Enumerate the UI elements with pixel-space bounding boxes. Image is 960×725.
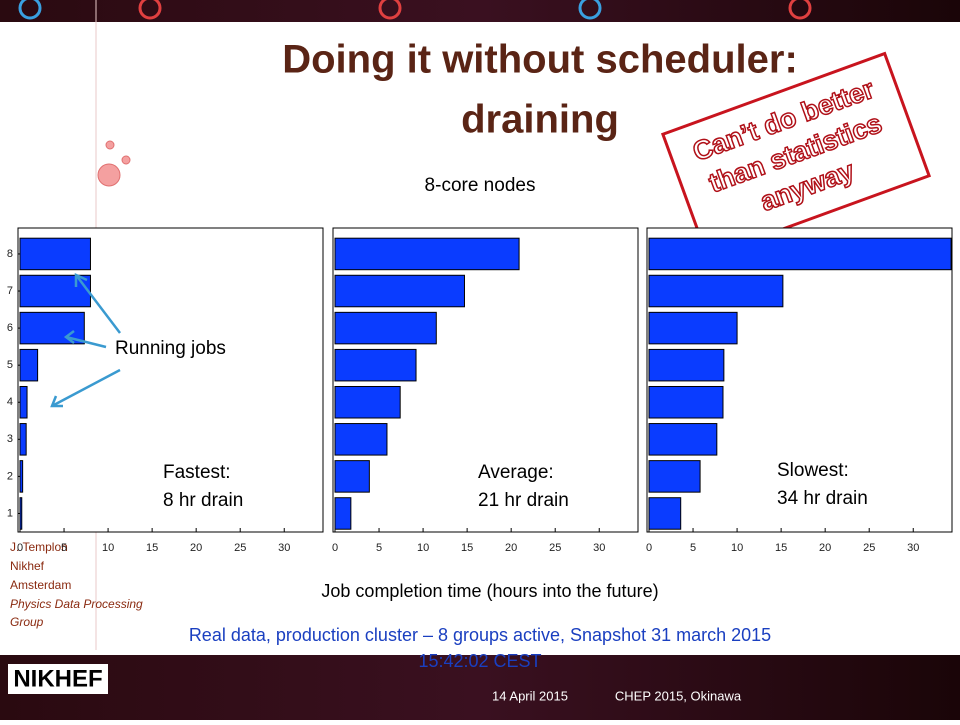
bar [19, 385, 28, 419]
y-tick-label: 4 [7, 396, 13, 408]
y-tick-label: 8 [7, 248, 13, 260]
caption: Real data, production cluster – 8 groups… [189, 625, 771, 645]
title: draining [461, 98, 619, 142]
stamp-frame [660, 51, 932, 259]
x-tick-label: 10 [417, 542, 429, 554]
bar [648, 237, 952, 271]
annotation: 21 hr drain [478, 490, 569, 511]
pointer-arrows [50, 273, 121, 408]
footer-event: CHEP 2015, Okinawa [615, 688, 742, 703]
x-tick-label: 20 [505, 542, 517, 554]
x-tick-label: 0 [646, 542, 652, 554]
bar [334, 385, 401, 419]
x-tick-label: 30 [907, 542, 919, 554]
x-tick-label: 0 [332, 542, 338, 554]
annotation: Fastest: [163, 462, 231, 483]
plot-frame [17, 227, 324, 533]
annotation: 8 hr drain [163, 490, 243, 511]
author: J. Templon Nikhef Amsterdam Physics Data… [10, 540, 143, 629]
bar [334, 237, 520, 271]
annotation: Slowest: [777, 460, 849, 481]
x-tick-label: 15 [146, 542, 158, 554]
subtitle: 8-core nodes [425, 175, 536, 196]
bar [19, 348, 39, 382]
pointer: Running jobs [50, 273, 226, 408]
y-tick-label: 1 [7, 507, 13, 519]
bubbles [97, 140, 131, 187]
x-tick-label: 0 [17, 542, 23, 554]
bar [19, 423, 27, 456]
bar [19, 237, 91, 271]
bar [648, 385, 724, 419]
bar [648, 460, 701, 493]
x-tick-label: 20 [190, 542, 202, 554]
title: Doing it without scheduler: [282, 38, 798, 82]
bar [648, 274, 784, 308]
logo-box [8, 664, 108, 694]
annotation: 34 hr drain [777, 488, 868, 509]
logo: NIKHEF [13, 665, 102, 692]
x-tick-label: 25 [234, 542, 246, 554]
footer-date: 14 April 2015 [492, 688, 568, 703]
bar [334, 423, 388, 456]
y-tick-label: 6 [7, 322, 13, 334]
author-line: Amsterdam [10, 578, 71, 592]
x-tick-label: 5 [376, 542, 382, 554]
x-tick-label: 10 [731, 542, 743, 554]
charts: 0 5 10 15 20 25 30 1 2 3 4 5 6 7 8 Fastest: 8 hr drain 0 5… [7, 227, 953, 554]
bar [648, 423, 718, 456]
bar [334, 348, 417, 382]
bar [334, 274, 465, 308]
caption: 15:42:02 CEST [418, 651, 541, 671]
author-line: Physics Data Processing [10, 597, 143, 611]
bottom-banner [0, 655, 960, 720]
x-axis-label: Job completion time (hours into the futu… [321, 581, 658, 601]
x-tick-label: 5 [61, 542, 67, 554]
annotation: Average: [478, 462, 554, 483]
bar [648, 311, 738, 345]
x-tick-label: 30 [593, 542, 605, 554]
y-tick-label: 3 [7, 433, 13, 445]
bar [648, 497, 682, 530]
bar [648, 348, 725, 382]
author-line: J. Templon [10, 540, 68, 554]
top-banner [0, 0, 960, 22]
stamp: Can’t do better than statistics anyway [660, 51, 932, 259]
x-tick-label: 15 [775, 542, 787, 554]
x-tick-label: 15 [461, 542, 473, 554]
y-tick-label: 7 [7, 285, 13, 297]
bar [334, 311, 437, 345]
pointer-label: Running jobs [115, 338, 226, 359]
x-tick-label: 25 [549, 542, 561, 554]
x-tick-label: 10 [102, 542, 114, 554]
x-tick-label: 25 [863, 542, 875, 554]
author-line: Nikhef [10, 559, 45, 573]
author-line: Group [10, 615, 44, 629]
bar [19, 497, 23, 530]
bar [19, 460, 24, 493]
x-tick-label: 20 [819, 542, 831, 554]
x-tick-label: 5 [690, 542, 696, 554]
x-tick-label: 30 [278, 542, 290, 554]
y-tick-label: 5 [7, 359, 13, 371]
banner-decoration [18, 0, 812, 20]
y-tick-label: 2 [7, 470, 13, 482]
bar [334, 460, 370, 493]
bar [334, 497, 352, 530]
